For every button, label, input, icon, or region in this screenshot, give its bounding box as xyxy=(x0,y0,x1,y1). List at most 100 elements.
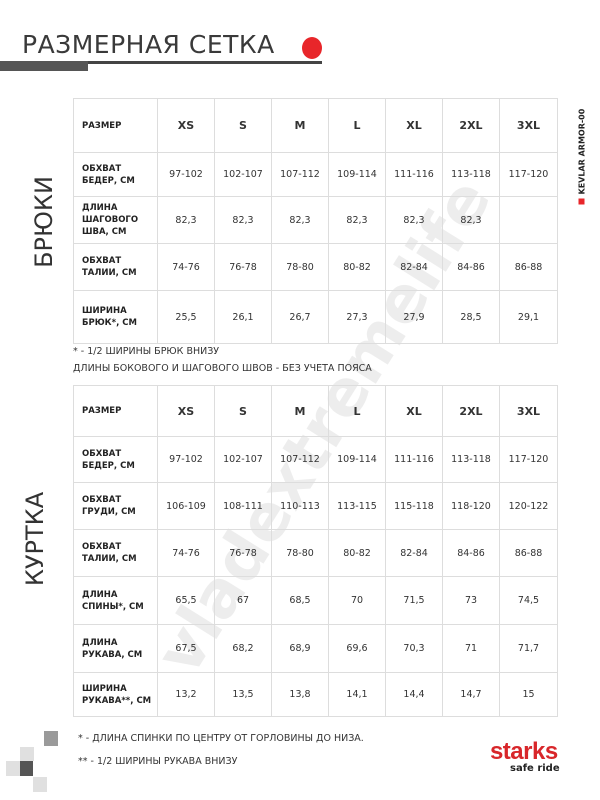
decor-square xyxy=(44,731,58,746)
table-cell: 102-107 xyxy=(214,436,272,483)
header-label: РАЗМЕР xyxy=(73,385,158,437)
table-row: ШИРИНА БРЮК*, СМ 25,5 26,1 26,7 27,3 27,9 28,5… xyxy=(73,290,558,344)
table-row: ОБХВАТ ГРУДИ, СМ 106-109 108-111 110-113 113… xyxy=(73,482,558,530)
size-header: S xyxy=(214,98,272,153)
table-cell: 113-115 xyxy=(328,482,386,530)
table-cell: 71,7 xyxy=(499,624,558,673)
row-label: ОБХВАТ БЕДЕР, СМ xyxy=(73,436,158,483)
size-header: XL xyxy=(385,98,443,153)
section-label-jacket: КУРТКА xyxy=(21,491,50,587)
table-cell: 82,3 xyxy=(271,196,329,244)
size-header: S xyxy=(214,385,272,437)
table-cell: 67,5 xyxy=(157,624,215,673)
table-cell: 28,5 xyxy=(442,290,500,344)
table-row: ШИРИНА РУКАВА**, СМ 13,2 13,5 13,8 14,1 14,4 1… xyxy=(73,672,558,717)
table-cell: 111-116 xyxy=(385,152,443,197)
table-cell: 74-76 xyxy=(157,529,215,577)
pants-note-2: ДЛИНЫ БОКОВОГО И ШАГОВОГО ШВОВ - БЕЗ УЧЕ… xyxy=(73,363,372,374)
table-cell: 71,5 xyxy=(385,576,443,625)
table-cell: 13,8 xyxy=(271,672,329,717)
table-cell: 26,1 xyxy=(214,290,272,344)
table-cell: 106-109 xyxy=(157,482,215,530)
header-label: РАЗМЕР xyxy=(73,98,158,153)
row-label: ШИРИНА РУКАВА**, СМ xyxy=(73,672,158,717)
table-cell: 70 xyxy=(328,576,386,625)
size-header: M xyxy=(271,98,329,153)
table-cell: 86-88 xyxy=(499,529,558,577)
brand-logo: starks safe ride xyxy=(488,740,560,774)
table-cell: 13,2 xyxy=(157,672,215,717)
table-cell: 109-114 xyxy=(328,436,386,483)
table-cell: 117-120 xyxy=(499,152,558,197)
table-cell: 97-102 xyxy=(157,152,215,197)
table-cell: 109-114 xyxy=(328,152,386,197)
table-cell: 74-76 xyxy=(157,243,215,291)
row-label: ДЛИНА СПИНЫ*, СМ xyxy=(73,576,158,625)
table-cell: 13,5 xyxy=(214,672,272,717)
table-cell: 118-120 xyxy=(442,482,500,530)
decor-square xyxy=(6,761,20,776)
table-cell: 78-80 xyxy=(271,243,329,291)
red-square-icon xyxy=(578,198,585,205)
table-cell: 76-78 xyxy=(214,243,272,291)
table-cell: 117-120 xyxy=(499,436,558,483)
table-row: ОБХВАТ БЕДЕР, СМ 97-102 102-107 107-112 109-… xyxy=(73,436,558,483)
decor-square xyxy=(20,747,34,761)
row-label: ОБХВАТ ГРУДИ, СМ xyxy=(73,482,158,530)
table-cell: 107-112 xyxy=(271,436,329,483)
table-cell: 86-88 xyxy=(499,243,558,291)
size-header: L xyxy=(328,98,386,153)
table-cell: 25,5 xyxy=(157,290,215,344)
table-row: ОБХВАТ ТАЛИИ, СМ 74-76 76-78 78-80 80-82 82-8… xyxy=(73,243,558,291)
table-cell xyxy=(499,196,558,244)
decor-square xyxy=(33,777,47,792)
table-row: ОБХВАТ БЕДЕР, СМ 97-102 102-107 107-112 109-… xyxy=(73,152,558,197)
table-cell: 68,9 xyxy=(271,624,329,673)
row-label: ОБХВАТ БЕДЕР, СМ xyxy=(73,152,158,197)
row-label: ОБХВАТ ТАЛИИ, СМ xyxy=(73,529,158,577)
table-cell: 115-118 xyxy=(385,482,443,530)
size-header: 3XL xyxy=(499,385,558,437)
table-cell: 82,3 xyxy=(157,196,215,244)
product-side-label: KEVLAR ARMOR-00 xyxy=(578,105,587,205)
size-header: 3XL xyxy=(499,98,558,153)
size-header: L xyxy=(328,385,386,437)
table-cell: 29,1 xyxy=(499,290,558,344)
brand-name: starks xyxy=(489,738,558,765)
size-header: XS xyxy=(157,385,215,437)
table-cell: 69,6 xyxy=(328,624,386,673)
table-cell: 108-111 xyxy=(214,482,272,530)
row-label: ДЛИНА ШАГОВОГО ШВА, СМ xyxy=(73,196,158,244)
row-label: ОБХВАТ ТАЛИИ, СМ xyxy=(73,243,158,291)
table-cell: 26,7 xyxy=(271,290,329,344)
table-row: ДЛИНА СПИНЫ*, СМ 65,5 67 68,5 70 71,5 73 74,5 xyxy=(73,576,558,625)
table-cell: 70,3 xyxy=(385,624,443,673)
red-dot-icon xyxy=(302,37,322,59)
table-cell: 78-80 xyxy=(271,529,329,577)
table-cell: 82,3 xyxy=(442,196,500,244)
table-cell: 15 xyxy=(499,672,558,717)
table-cell: 82,3 xyxy=(385,196,443,244)
section-label-pants: БРЮКИ xyxy=(29,176,58,268)
table-cell: 102-107 xyxy=(214,152,272,197)
table-cell: 111-116 xyxy=(385,436,443,483)
table-cell: 84-86 xyxy=(442,529,500,577)
table-cell: 71 xyxy=(442,624,500,673)
jacket-note-1: * - ДЛИНА СПИНКИ ПО ЦЕНТРУ ОТ ГОРЛОВИНЫ … xyxy=(78,733,364,744)
table-cell: 82-84 xyxy=(385,529,443,577)
decor-square xyxy=(20,761,33,776)
table-cell: 14,1 xyxy=(328,672,386,717)
jacket-size-table: РАЗМЕР XS S M L XL 2XL 3XL ОБХВАТ БЕДЕР, СМ 97-10… xyxy=(73,385,558,717)
size-header: M xyxy=(271,385,329,437)
size-header: 2XL xyxy=(442,98,500,153)
title-underline-accent xyxy=(0,61,88,71)
table-row: ДЛИНА РУКАВА, СМ 67,5 68,2 68,9 69,6 70,3 71 71… xyxy=(73,624,558,673)
table-cell: 74,5 xyxy=(499,576,558,625)
table-cell: 67 xyxy=(214,576,272,625)
table-cell: 80-82 xyxy=(328,529,386,577)
jacket-note-2: ** - 1/2 ШИРИНЫ РУКАВА ВНИЗУ xyxy=(78,756,238,767)
table-cell: 110-113 xyxy=(271,482,329,530)
table-header-row: РАЗМЕР XS S M L XL 2XL 3XL xyxy=(73,98,558,153)
table-cell: 65,5 xyxy=(157,576,215,625)
table-cell: 97-102 xyxy=(157,436,215,483)
